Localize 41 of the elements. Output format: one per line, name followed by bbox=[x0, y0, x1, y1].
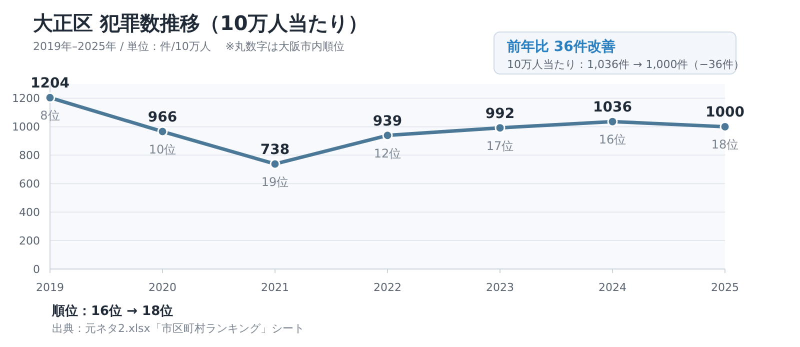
source-note: 出典：元ネタ2.xlsx「市区町村ランキング」シート bbox=[52, 322, 304, 335]
x-tick-label: 2023 bbox=[486, 281, 514, 294]
y-tick-label: 400 bbox=[19, 206, 40, 219]
point bbox=[494, 122, 506, 134]
y-tick-label: 200 bbox=[19, 234, 40, 248]
x-tick-label: 2024 bbox=[598, 281, 626, 294]
data-label: 1036 bbox=[593, 100, 632, 116]
data-label: 966 bbox=[148, 110, 178, 126]
annotation: 16位 bbox=[598, 132, 626, 147]
data-label: 738 bbox=[260, 142, 290, 158]
chart-subtitle: 2019年–2025年 / 単位：件/10万人 ※丸数字は大阪市内順位 bbox=[33, 40, 345, 53]
annotation: 12位 bbox=[374, 146, 402, 160]
data-label: 939 bbox=[372, 113, 402, 130]
data-label: 992 bbox=[485, 106, 515, 122]
chart-title: 大正区 犯罪数推移（10万人当たり） bbox=[33, 11, 368, 35]
point bbox=[382, 130, 393, 141]
x-tick-label: 2019 bbox=[36, 281, 64, 294]
point bbox=[607, 116, 618, 127]
y-tick-label: 0 bbox=[33, 262, 40, 276]
x-tick-label: 2020 bbox=[148, 281, 176, 294]
data-label: 1204 bbox=[30, 76, 70, 92]
annotation: 10位 bbox=[148, 142, 176, 157]
data-label: 1000 bbox=[706, 104, 745, 121]
point bbox=[157, 126, 168, 137]
annotation: 8位 bbox=[40, 108, 60, 123]
point bbox=[720, 121, 730, 132]
y-tick-label: 600 bbox=[19, 177, 40, 190]
text: 順位：16位 → 18位 bbox=[51, 304, 174, 319]
x-tick-label: 2021 bbox=[261, 281, 289, 294]
text: 前年比 36件改善 bbox=[506, 38, 616, 55]
text: 10万人当たり：1,036件 → 1,000件（−36件） bbox=[507, 58, 744, 71]
annotation: 19位 bbox=[261, 174, 289, 189]
y-tick-label: 800 bbox=[19, 149, 40, 162]
annotation: 18位 bbox=[711, 138, 739, 152]
y-tick-label: 1000 bbox=[12, 120, 40, 134]
x-tick-label: 2022 bbox=[374, 281, 402, 294]
y-tick-label: 1200 bbox=[12, 92, 40, 106]
point bbox=[44, 92, 56, 103]
annotation: 17位 bbox=[486, 138, 514, 153]
point bbox=[270, 158, 280, 170]
x-tick-label: 2025 bbox=[711, 281, 739, 294]
